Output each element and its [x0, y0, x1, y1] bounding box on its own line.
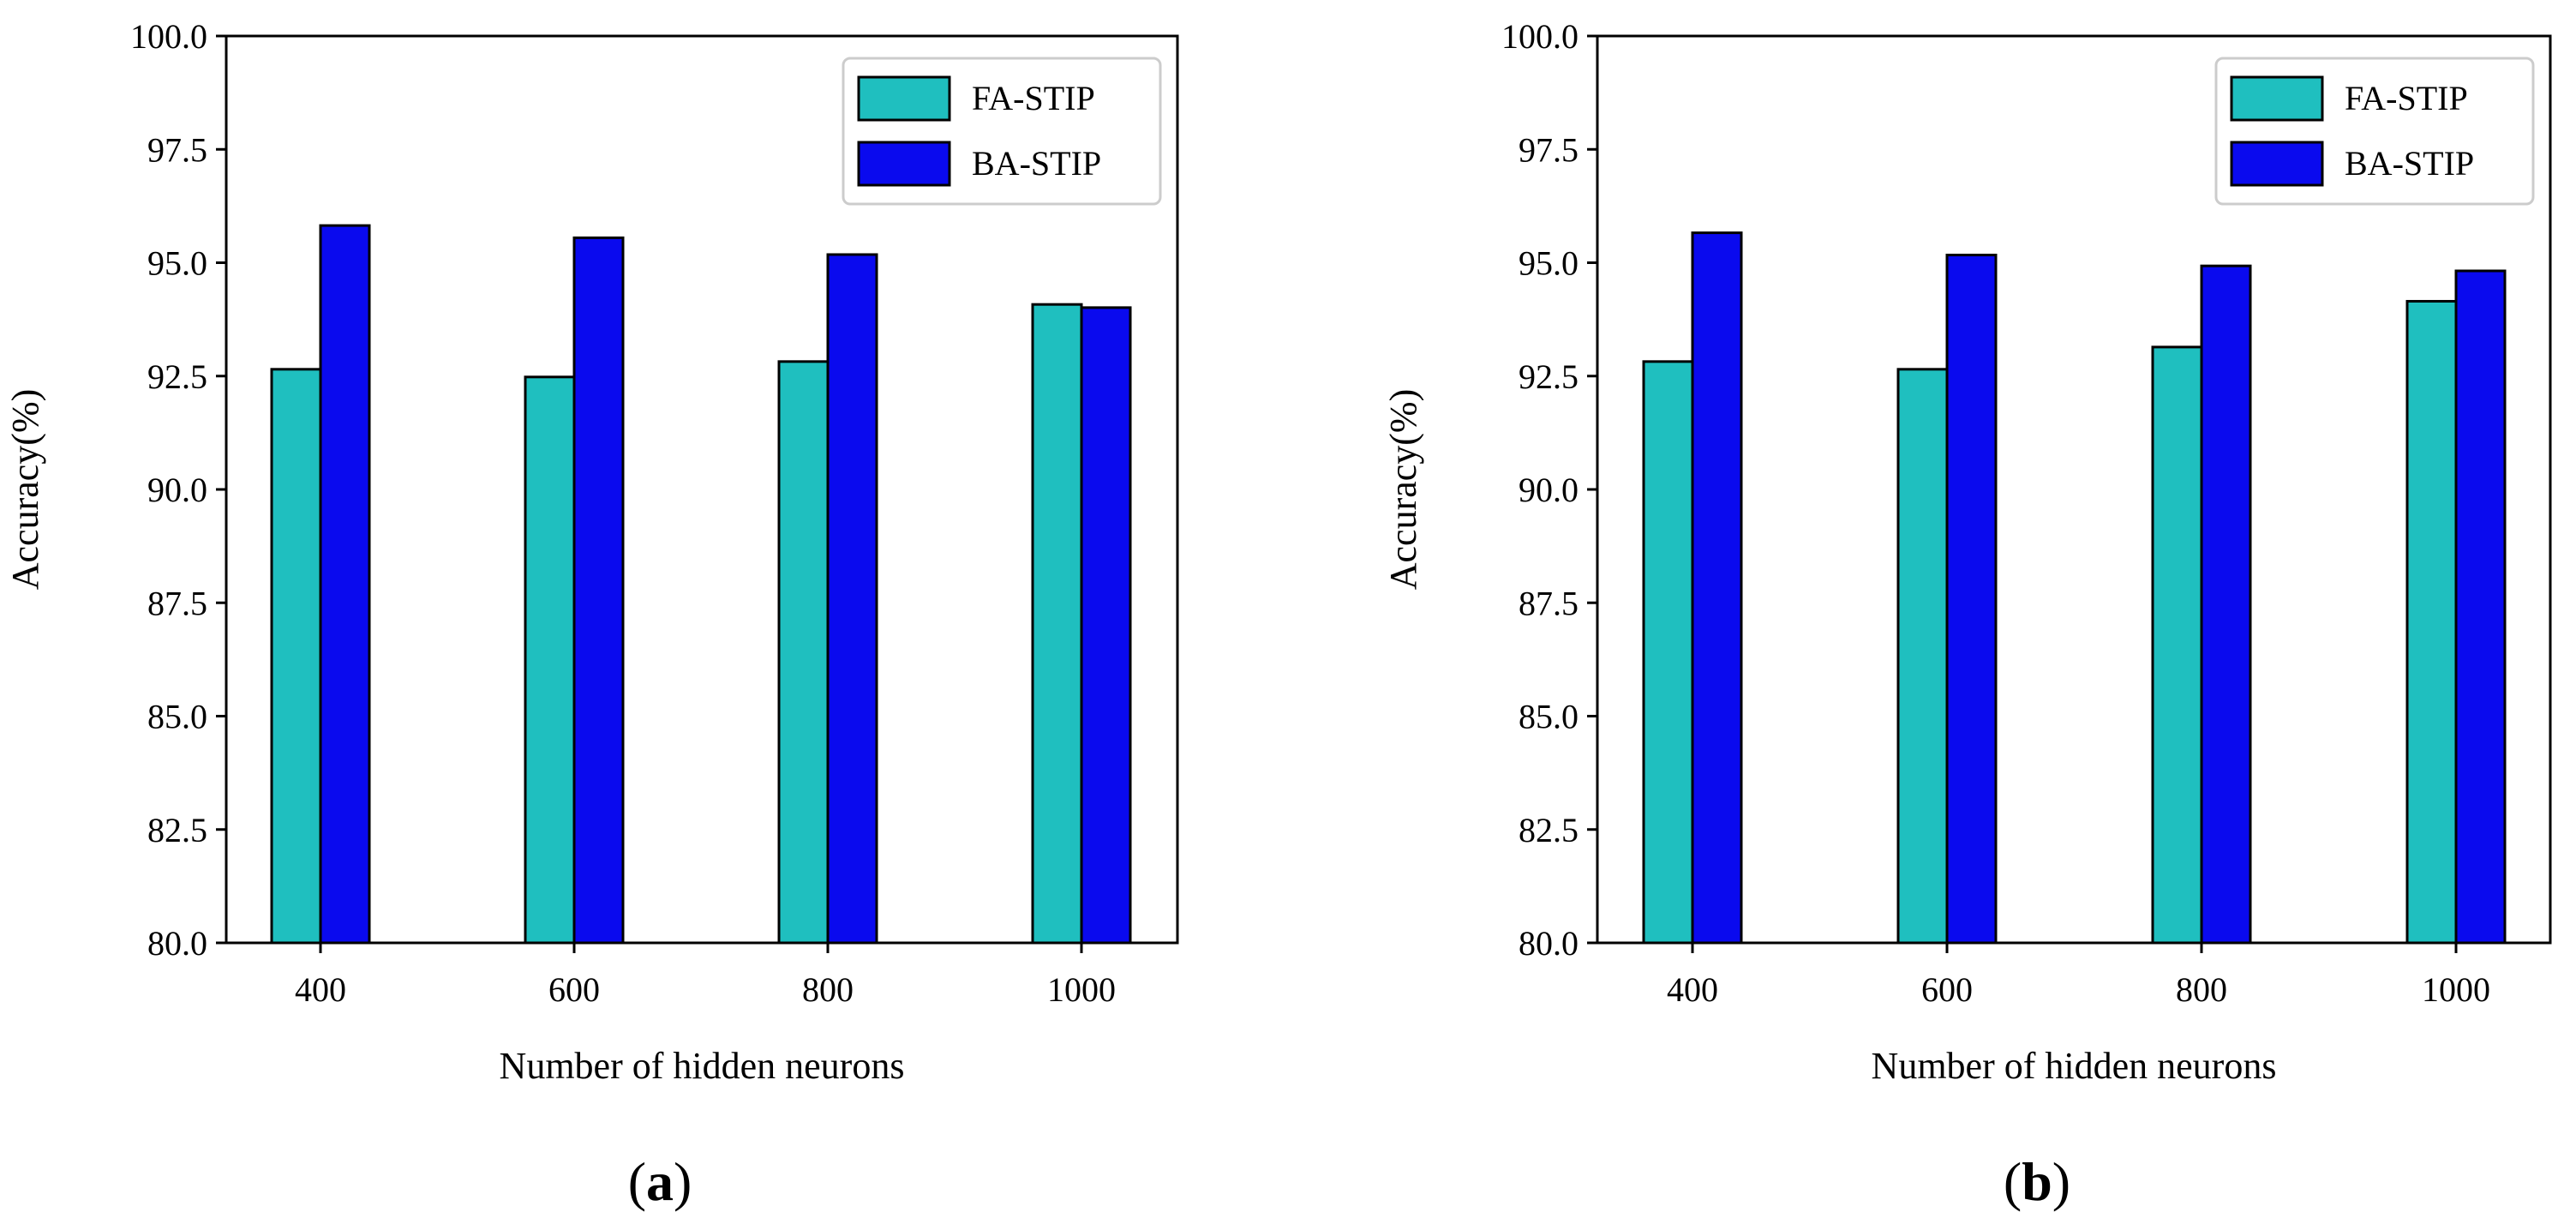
y-tick-label: 92.5	[147, 357, 207, 396]
legend-label-ba-stip: BA-STIP	[972, 144, 1101, 183]
x-tick-label: 800	[2176, 970, 2227, 1009]
y-tick-label: 95.0	[147, 244, 207, 283]
bar-ba-stip-400	[1691, 231, 1743, 945]
y-axis-label: Accuracy(%)	[1382, 389, 1424, 591]
bar-fa-stip-400	[270, 368, 322, 945]
panel-label: (a)	[628, 1151, 692, 1212]
y-tick-label: 92.5	[1519, 357, 1579, 396]
y-tick-label: 80.0	[147, 924, 207, 963]
x-tick-label: 600	[1921, 970, 1973, 1009]
bar-ba-stip-1000	[1080, 306, 1132, 945]
bar-ba-stip-600	[1945, 254, 1998, 945]
y-tick-label: 87.5	[147, 584, 207, 622]
y-tick-label: 97.5	[1519, 130, 1579, 169]
legend-label-fa-stip: FA-STIP	[2345, 79, 2468, 117]
bar-fa-stip-400	[1642, 360, 1694, 945]
x-tick-label: 600	[548, 970, 600, 1009]
bar-ba-stip-800	[2200, 264, 2252, 945]
y-tick-label: 90.0	[147, 471, 207, 509]
y-tick-label: 97.5	[147, 130, 207, 169]
y-tick-label: 95.0	[1519, 244, 1579, 283]
x-axis-label: Number of hidden neurons	[1872, 1045, 2277, 1087]
bar-fa-stip-1000	[1031, 303, 1083, 945]
y-tick-label: 85.0	[1519, 698, 1579, 736]
x-tick-label: 800	[802, 970, 854, 1009]
legend-label-ba-stip: BA-STIP	[2345, 144, 2474, 183]
chart-panel-b: 80.0 82.5 85.0 87.5 90.0 92.5 95.0 97.5 100.0 400…	[1382, 17, 2552, 1212]
y-tick-label: 82.5	[147, 811, 207, 849]
y-tick-label: 80.0	[1519, 924, 1579, 963]
y-tick-label: 85.0	[147, 698, 207, 736]
legend: FA-STIP BA-STIP	[2214, 57, 2535, 206]
bar-ba-stip-400	[319, 224, 371, 945]
legend-swatch-ba-stip	[2230, 141, 2324, 187]
y-tick-label: 90.0	[1519, 471, 1579, 509]
legend-swatch-fa-stip	[857, 75, 951, 122]
bar-fa-stip-800	[777, 360, 830, 945]
legend-swatch-fa-stip	[2230, 75, 2324, 122]
y-tick-label: 100.0	[1501, 17, 1579, 56]
bar-fa-stip-1000	[2405, 299, 2458, 945]
bar-fa-stip-600	[524, 375, 576, 945]
bar-ba-stip-800	[826, 253, 878, 945]
legend-label-fa-stip: FA-STIP	[972, 79, 1095, 117]
y-tick-label: 87.5	[1519, 584, 1579, 622]
bar-fa-stip-800	[2151, 345, 2203, 945]
legend-swatch-ba-stip	[857, 141, 951, 187]
x-tick-label: 1000	[2422, 970, 2490, 1009]
chart-panel-a: 80.0 82.5 85.0 87.5 90.0 92.5 95.0 97.5 100.0 400…	[4, 17, 1179, 1212]
x-axis-label: Number of hidden neurons	[500, 1045, 905, 1087]
y-tick-label: 82.5	[1519, 811, 1579, 849]
x-tick-label: 400	[1667, 970, 1718, 1009]
bar-ba-stip-1000	[2454, 269, 2507, 945]
legend: FA-STIP BA-STIP	[842, 57, 1162, 206]
panel-label: (b)	[2004, 1151, 2070, 1212]
x-tick-label: 400	[295, 970, 346, 1009]
bar-ba-stip-600	[572, 236, 625, 945]
y-axis-label: Accuracy(%)	[4, 389, 46, 591]
bar-fa-stip-600	[1896, 368, 1949, 945]
x-tick-label: 1000	[1047, 970, 1116, 1009]
y-tick-label: 100.0	[130, 17, 207, 56]
